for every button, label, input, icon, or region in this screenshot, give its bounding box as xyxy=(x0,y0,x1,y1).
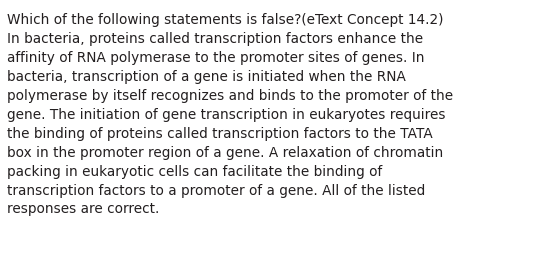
Text: Which of the following statements is false?(eText Concept 14.2)
In bacteria, pro: Which of the following statements is fal… xyxy=(7,13,453,217)
